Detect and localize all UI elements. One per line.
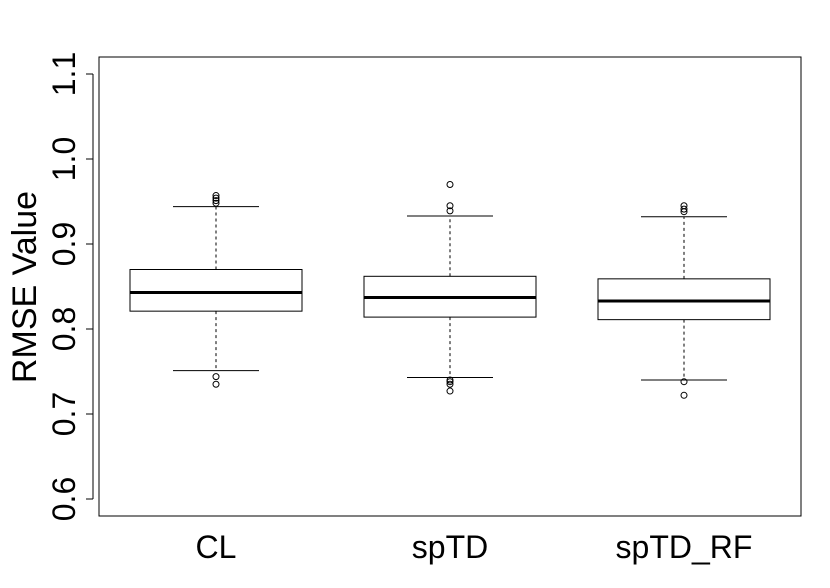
outlier-point	[680, 205, 688, 213]
outlier-point	[212, 192, 220, 200]
outlier-point	[212, 194, 220, 202]
x-category-label: spTD	[412, 529, 488, 565]
outlier-point	[212, 380, 220, 388]
box-sptd	[363, 181, 537, 395]
outlier-point	[446, 387, 454, 395]
outlier-point	[446, 181, 454, 188]
y-tick-label: 0.8	[46, 307, 82, 351]
outlier-point	[212, 197, 220, 205]
outlier-point	[446, 380, 454, 388]
y-tick-label: 1.1	[46, 52, 82, 96]
outlier-point	[446, 202, 454, 210]
plot-frame	[98, 56, 802, 517]
x-category-label: CL	[196, 529, 237, 565]
y-tick-label: 0.9	[46, 222, 82, 266]
x-axis: CL spTD spTD_RF	[196, 529, 753, 565]
outlier-point	[212, 199, 220, 207]
y-axis: 0.6 0.7 0.8 0.9 1.0 1.1	[46, 52, 94, 521]
y-tick-label: 0.6	[46, 477, 82, 521]
outlier-point	[680, 378, 688, 386]
box-sptd-rf	[597, 202, 771, 399]
y-axis-title: RMSE Value	[6, 191, 44, 383]
outlier-point	[680, 391, 688, 399]
outlier-point	[446, 376, 454, 384]
outlier-point	[212, 373, 220, 381]
y-tick-label: 1.0	[46, 137, 82, 181]
outlier-point	[446, 207, 454, 215]
iqr-box	[129, 269, 303, 312]
iqr-box	[597, 278, 771, 321]
x-category-label: spTD_RF	[616, 529, 753, 565]
y-tick-label: 0.7	[46, 392, 82, 436]
boxes	[129, 181, 771, 399]
outlier-point	[680, 202, 688, 210]
box-cl	[129, 192, 303, 388]
